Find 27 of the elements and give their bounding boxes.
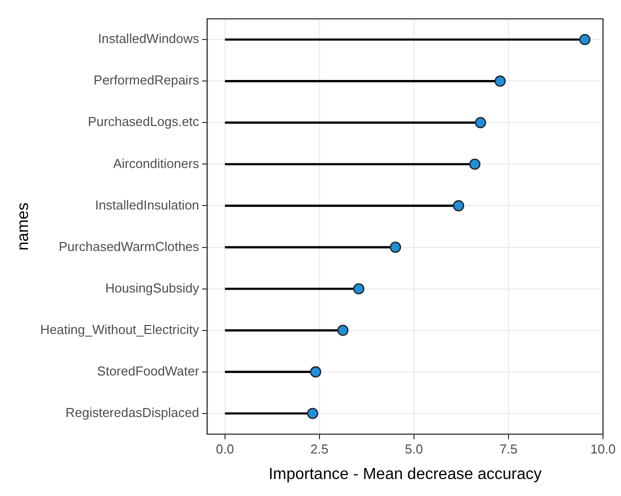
point xyxy=(579,34,590,46)
x-tick-label: 5.0 xyxy=(404,442,424,457)
point xyxy=(390,242,402,253)
point xyxy=(307,408,318,420)
y-tick-label: PurchasedLogs.etc xyxy=(88,114,200,130)
point xyxy=(452,200,464,212)
y-tick-label: RegisteredasDisplaced xyxy=(65,405,200,420)
y-tick-label: InstalledWindows xyxy=(98,31,200,46)
point xyxy=(337,324,348,336)
x-tick-label: 2.5 xyxy=(310,442,328,457)
y-tick-label: Heating_Without_Electricity xyxy=(40,322,200,337)
y-tick-label: Airconditioners xyxy=(113,156,200,171)
y-tick-label: PurchasedWarmClothes xyxy=(58,238,200,254)
y-axis-title: names xyxy=(15,202,32,251)
point xyxy=(353,283,364,294)
point xyxy=(494,76,506,87)
y-tick-label: HousingSubsidy xyxy=(105,280,200,296)
y-tick-label: PerformedRepairs xyxy=(94,72,200,88)
x-tick-label: 7.5 xyxy=(499,442,518,457)
point xyxy=(310,366,322,378)
x-axis-title: Importance - Mean decrease accuracy xyxy=(268,466,542,483)
y-tick-label: InstalledInsulation xyxy=(95,197,200,212)
x-tick-label: 10.0 xyxy=(590,442,616,457)
point xyxy=(474,117,486,128)
x-tick-label: 0.0 xyxy=(216,442,234,457)
point xyxy=(469,158,480,170)
y-tick-label: StoredFoodWater xyxy=(97,363,200,378)
